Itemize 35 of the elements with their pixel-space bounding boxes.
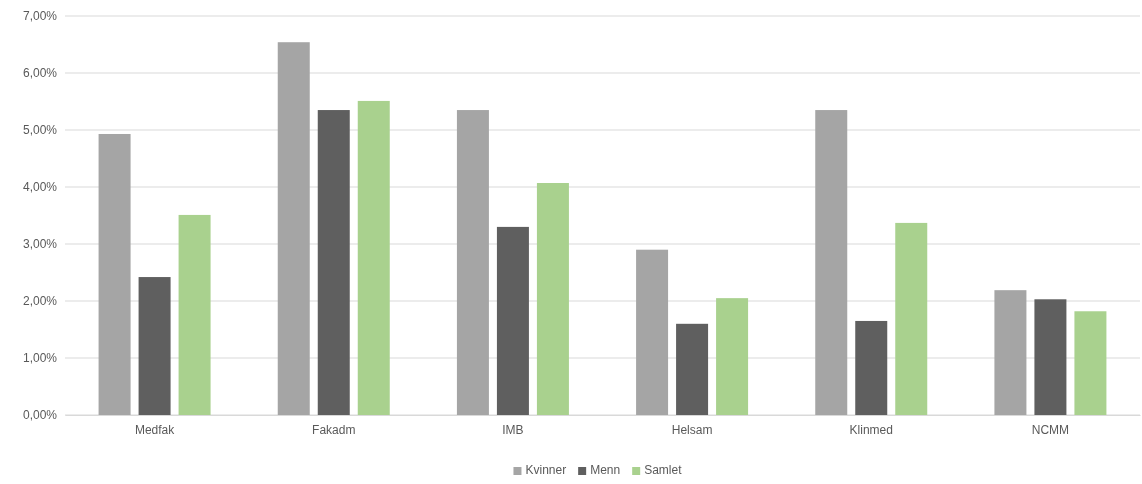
bar: [716, 298, 749, 415]
bar: [1034, 299, 1067, 415]
bar: [636, 249, 669, 415]
bar: [855, 320, 888, 415]
bar: [138, 277, 171, 415]
legend-label: Menn: [590, 463, 621, 477]
x-tick-label: Klinmed: [849, 422, 893, 437]
y-tick-label: 6,00%: [22, 66, 58, 81]
bar: [178, 214, 211, 415]
bar: [357, 100, 390, 415]
y-tick-label: 4,00%: [22, 180, 58, 195]
bar: [456, 110, 489, 415]
x-tick-label: IMB: [502, 422, 524, 437]
y-tick-label: 3,00%: [22, 237, 58, 252]
bar: [1074, 311, 1107, 415]
bar: [496, 226, 529, 415]
y-tick-label: 7,00%: [22, 9, 58, 24]
x-tick-label: NCMM: [1031, 422, 1070, 437]
bar: [895, 222, 928, 415]
x-tick-label: Helsam: [671, 422, 713, 437]
y-tick-label: 0,00%: [22, 408, 58, 423]
bar: [676, 323, 709, 415]
y-tick-label: 5,00%: [22, 123, 58, 138]
x-tick-label: Fakadm: [312, 422, 356, 437]
x-tick-label: Medfak: [134, 422, 176, 437]
bar: [277, 42, 310, 415]
bar: [536, 183, 569, 415]
y-tick-label: 1,00%: [22, 351, 58, 366]
bar: [815, 110, 848, 415]
bar: [994, 290, 1027, 415]
bar: [98, 133, 131, 415]
y-tick-label: 2,00%: [22, 294, 58, 309]
legend-label: Kvinner: [525, 463, 567, 477]
legend-label: Samlet: [644, 463, 683, 477]
bar: [317, 110, 350, 415]
